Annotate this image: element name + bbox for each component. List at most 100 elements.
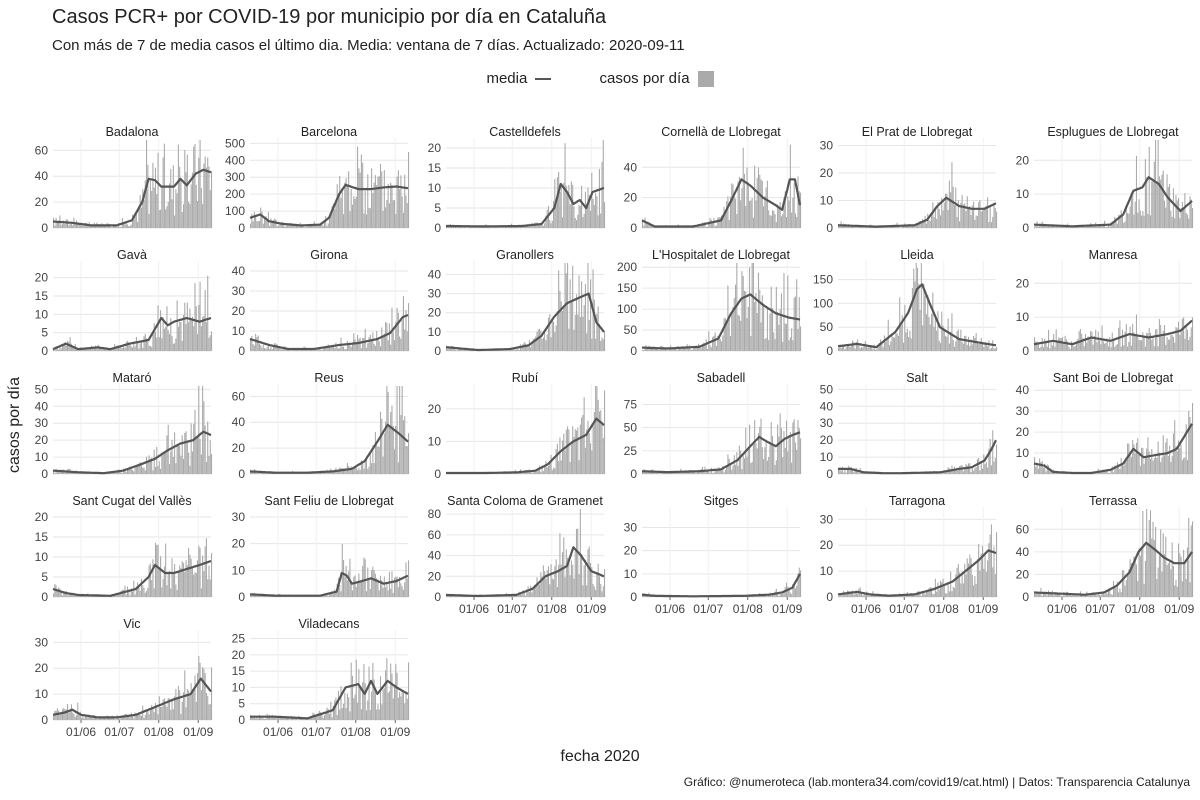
y-tick-label-granollers: 40 (428, 267, 442, 281)
bar-mataro (156, 446, 158, 474)
bar-tarragona (841, 595, 843, 597)
bar-cornella-de-llobregat (733, 196, 735, 228)
bar-vic (78, 714, 80, 720)
bar-reus (349, 467, 351, 474)
bar-barcelona (275, 219, 277, 228)
bar-sant-feliu-de-llobregat (346, 580, 348, 597)
panel-title-reus: Reus (314, 371, 343, 385)
bar-viladecans (402, 692, 404, 720)
bar-cornella-de-llobregat (714, 226, 716, 228)
bar-granollers (572, 265, 574, 351)
bar-el-prat-de-llobregat (873, 227, 875, 228)
bar-granollers (582, 316, 584, 351)
bar-sant-boi-de-llobregat (1153, 458, 1155, 474)
bar-rubi (544, 466, 546, 474)
bar-viladecans (275, 717, 277, 720)
bar-vic (105, 718, 107, 720)
bar-terrassa (1158, 555, 1160, 597)
bar-salt (975, 466, 977, 474)
bar-lleida (985, 342, 987, 351)
bar-santa-coloma-de-gramenet (498, 596, 500, 597)
bar-lleida (900, 325, 902, 351)
bar-tarragona (992, 567, 994, 597)
bar-viladecans (404, 703, 406, 720)
bar-esplugues-de-llobregat (1170, 210, 1172, 228)
bar-mataro (194, 409, 196, 474)
bar-granollers (457, 348, 459, 351)
bar-manresa (1124, 331, 1126, 351)
bar-viladecans (251, 716, 253, 720)
bar-l-hospitalet-de-llobregat (733, 298, 735, 351)
bar-esplugues-de-llobregat (1048, 224, 1050, 228)
bar-sant-cugat-del-valles (78, 595, 80, 597)
bar-castelldefels (514, 226, 516, 228)
bar-sabadell (789, 432, 791, 474)
bar-terrassa (1056, 593, 1059, 597)
bar-sant-boi-de-llobregat (1137, 438, 1139, 474)
bar-reus (405, 446, 407, 474)
bar-castelldefels (587, 187, 589, 228)
bar-lleida (965, 335, 967, 351)
bar-l-hospitalet-de-llobregat (654, 348, 656, 351)
bar-vic (61, 709, 64, 720)
bar-granollers (574, 314, 576, 351)
bar-manresa (1105, 343, 1107, 351)
bar-sant-boi-de-llobregat (1184, 457, 1186, 474)
bar-santa-coloma-de-gramenet (512, 595, 514, 597)
bar-viladecans (395, 663, 397, 720)
bar-vic (137, 713, 139, 720)
bar-mataro (198, 386, 200, 474)
bar-terrassa (1119, 588, 1121, 597)
bar-l-hospitalet-de-llobregat (792, 340, 794, 351)
bar-mataro (200, 454, 202, 474)
bar-badalona (179, 166, 181, 228)
bar-salt (987, 467, 989, 474)
bar-viladecans (325, 711, 327, 720)
bar-barcelona (317, 224, 319, 228)
bar-rubi (532, 472, 534, 474)
bar-el-prat-de-llobregat (953, 205, 956, 228)
bar-esplugues-de-llobregat (1107, 223, 1109, 228)
bar-castelldefels (539, 224, 541, 228)
bar-granollers (530, 347, 532, 351)
bar-santa-coloma-de-gramenet (554, 566, 556, 597)
bar-santa-coloma-de-gramenet (502, 596, 504, 597)
bar-girona (354, 339, 356, 351)
bar-salt (844, 468, 846, 474)
bar-badalona (185, 172, 187, 228)
bar-barcelona (286, 223, 289, 228)
bar-badalona (72, 225, 74, 228)
bar-girona (281, 349, 283, 351)
bar-gava (208, 337, 210, 351)
bar-cornella-de-llobregat (755, 200, 757, 228)
bar-barcelona (294, 224, 296, 228)
bar-sant-feliu-de-llobregat (339, 584, 341, 597)
bar-girona (314, 349, 317, 351)
bar-gava (138, 348, 140, 351)
bar-salt (946, 471, 948, 474)
bar-girona (285, 348, 287, 351)
bar-vic (198, 655, 200, 720)
bar-sabadell (728, 458, 730, 474)
bar-reus (345, 470, 347, 474)
bar-castelldefels (447, 226, 449, 228)
bar-l-hospitalet-de-llobregat (712, 336, 714, 351)
bar-barcelona (373, 182, 375, 228)
bar-tarragona (981, 546, 984, 597)
panel-title-sabadell: Sabadell (697, 371, 746, 385)
bar-sabadell (797, 419, 799, 474)
bar-sant-boi-de-llobregat (1185, 424, 1187, 474)
bar-manresa (1039, 348, 1041, 351)
bar-terrassa (1170, 569, 1172, 597)
bar-lleida (888, 345, 891, 351)
bar-reus (397, 462, 399, 474)
bar-cornella-de-llobregat (798, 191, 800, 228)
bar-santa-coloma-de-gramenet (561, 552, 564, 597)
bar-gava (148, 345, 150, 351)
bar-sant-boi-de-llobregat (1146, 448, 1148, 474)
y-tick-label-lleida: 100 (813, 296, 833, 310)
bar-girona (335, 342, 337, 351)
bar-tarragona (937, 582, 939, 597)
bar-badalona (65, 219, 67, 228)
bar-l-hospitalet-de-llobregat (685, 347, 687, 351)
